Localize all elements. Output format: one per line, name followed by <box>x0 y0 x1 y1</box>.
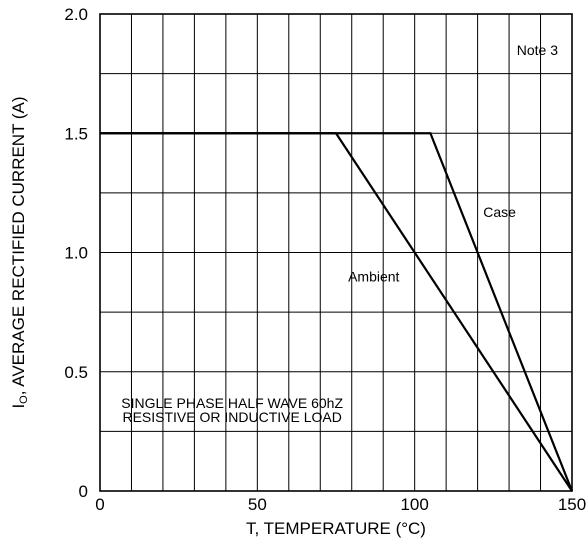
x-tick-label: 0 <box>95 495 104 514</box>
series-line-ambient <box>100 132 573 492</box>
x-tick-label: 150 <box>558 495 586 514</box>
annotation-text: RESISTIVE OR INDUCTIVE LOAD <box>122 409 341 425</box>
plot-frame <box>99 13 573 492</box>
annotation-text: SINGLE PHASE HALF WAVE 60hZ <box>121 395 343 411</box>
series-label-case: Case <box>483 204 516 220</box>
y-axis-title: IO, AVERAGE RECTIFIED CURRENT (A) <box>9 96 30 408</box>
tick-labels: 0 50 100 150 0 0.5 1.0 1.5 2.0 <box>64 5 586 514</box>
x-tick-label: 100 <box>400 495 428 514</box>
y-tick-label: 0 <box>79 482 88 501</box>
y-axis-title-sub: O <box>18 395 30 404</box>
y-tick-label: 2.0 <box>64 5 88 24</box>
series-labels: Case Ambient <box>348 204 516 284</box>
y-tick-label: 1.5 <box>64 124 88 143</box>
annotation-text: Note 3 <box>517 42 558 58</box>
x-axis-title: T, TEMPERATURE (°C) <box>246 519 426 538</box>
x-tick-label: 50 <box>248 495 267 514</box>
annotations: Note 3 SINGLE PHASE HALF WAVE 60hZRESISTI… <box>121 42 558 425</box>
y-axis-title-rest: , AVERAGE RECTIFIED CURRENT (A) <box>9 96 28 395</box>
y-axis-title-main: I <box>9 404 28 409</box>
y-tick-label: 1.0 <box>64 244 88 263</box>
series-label-ambient: Ambient <box>348 268 399 284</box>
series-group <box>100 132 574 492</box>
y-tick-label: 0.5 <box>64 363 88 382</box>
